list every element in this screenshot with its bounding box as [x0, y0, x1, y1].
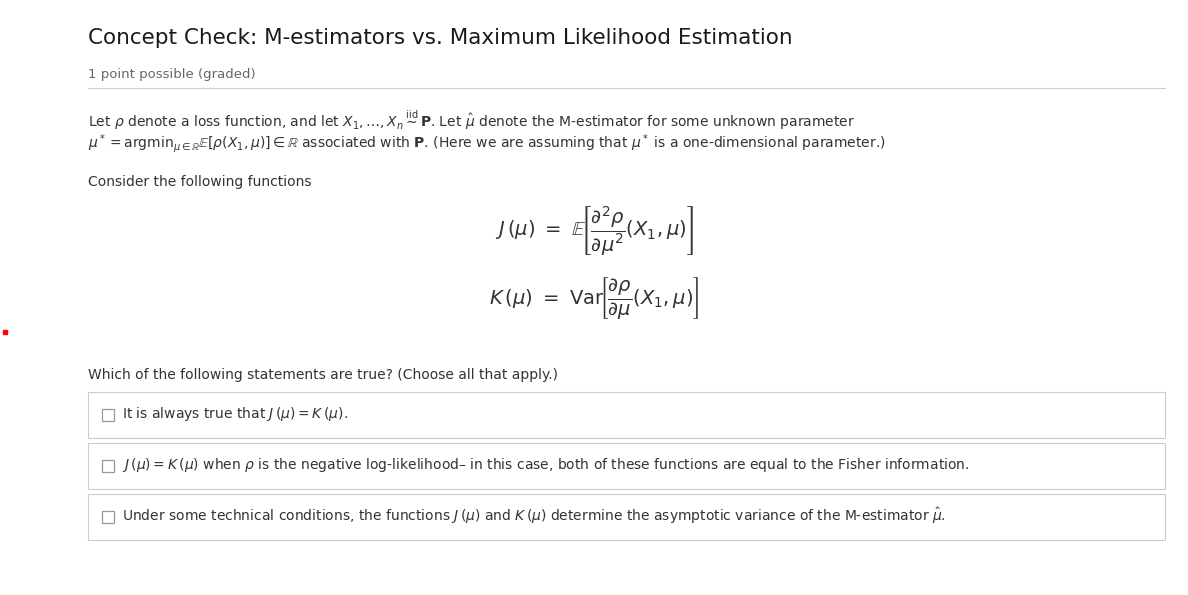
FancyBboxPatch shape	[88, 392, 1165, 438]
FancyBboxPatch shape	[88, 494, 1165, 540]
Text: $K\,(\mu) \ = \ \mathrm{Var}\!\left[\dfrac{\partial\rho}{\partial\mu}(X_1,\mu)\r: $K\,(\mu) \ = \ \mathrm{Var}\!\left[\dfr…	[488, 275, 700, 321]
Text: $\mu^* = \mathrm{argmin}_{\mu \in \mathbb{R}}\mathbb{E}[\rho(X_1,\mu)] \in \math: $\mu^* = \mathrm{argmin}_{\mu \in \mathb…	[88, 132, 886, 155]
FancyBboxPatch shape	[88, 443, 1165, 489]
Text: $J\,(\mu) \ = \ \mathbb{E}\!\left[\dfrac{\partial^2\rho}{\partial\mu^2}(X_1,\mu): $J\,(\mu) \ = \ \mathbb{E}\!\left[\dfrac…	[494, 205, 694, 258]
FancyBboxPatch shape	[102, 511, 114, 523]
Text: Let $\rho$ denote a loss function, and let $X_1, \ldots, X_n \overset{\mathrm{ii: Let $\rho$ denote a loss function, and l…	[88, 108, 855, 132]
Text: Concept Check: M-estimators vs. Maximum Likelihood Estimation: Concept Check: M-estimators vs. Maximum …	[88, 28, 792, 48]
Text: Consider the following functions: Consider the following functions	[88, 175, 311, 189]
Text: It is always true that $J\,(\mu) = K\,(\mu)$.: It is always true that $J\,(\mu) = K\,(\…	[122, 405, 348, 423]
Text: $J\,(\mu) = K\,(\mu)$ when $\rho$ is the negative log-likelihood– in this case, : $J\,(\mu) = K\,(\mu)$ when $\rho$ is the…	[122, 456, 969, 474]
Text: Which of the following statements are true? (Choose all that apply.): Which of the following statements are tr…	[88, 368, 558, 382]
FancyBboxPatch shape	[102, 409, 114, 421]
FancyBboxPatch shape	[102, 460, 114, 472]
Text: 1 point possible (graded): 1 point possible (graded)	[88, 68, 255, 81]
Text: Under some technical conditions, the functions $J\,(\mu)$ and $K\,(\mu)$ determi: Under some technical conditions, the fun…	[122, 506, 946, 526]
